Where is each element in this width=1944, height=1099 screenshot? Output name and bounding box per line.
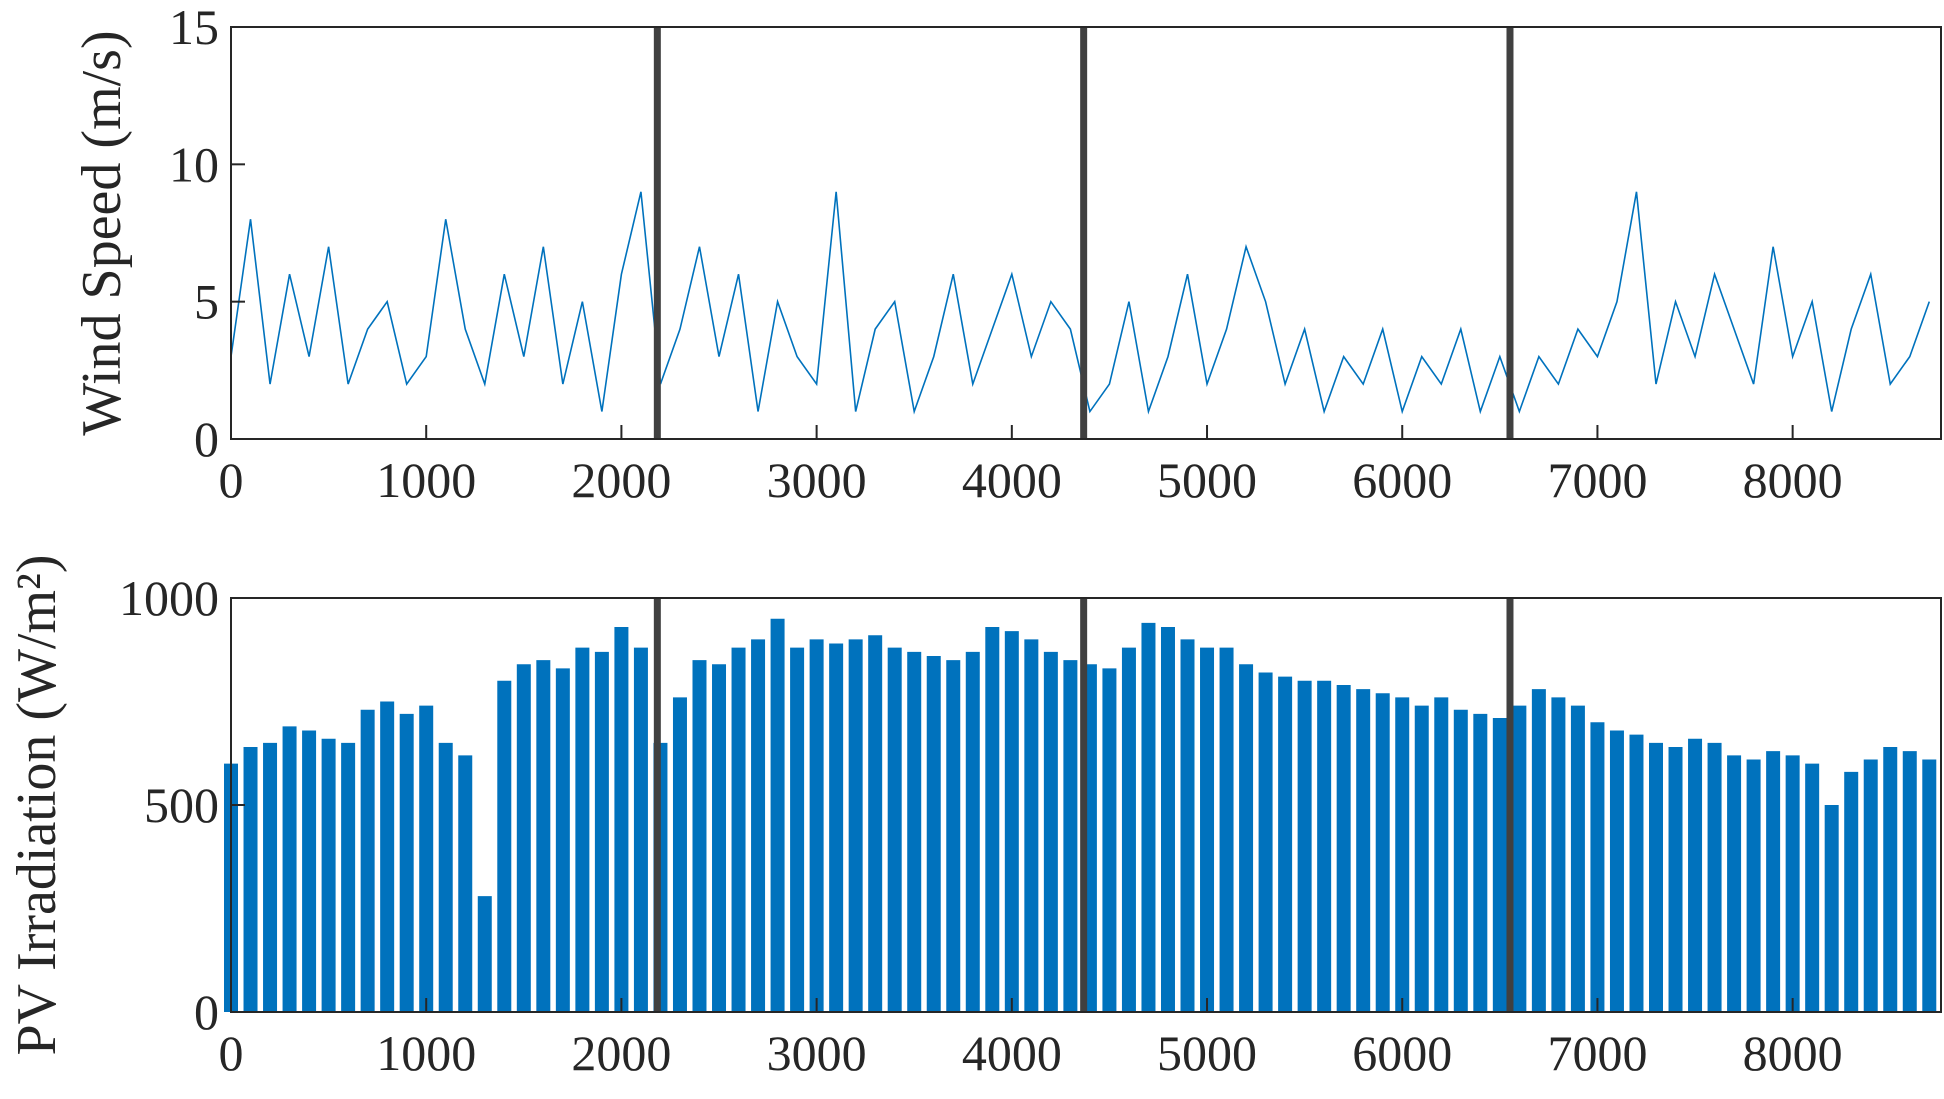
x-tick-label: 2000 — [571, 1025, 671, 1081]
x-tick-label: 1000 — [376, 452, 476, 508]
x-tick-label: 6000 — [1352, 452, 1452, 508]
y-tick-label: 0 — [194, 411, 219, 467]
x-tick-label: 4000 — [962, 1025, 1062, 1081]
x-tick-label: 4000 — [962, 452, 1062, 508]
y-tick-label: 0 — [194, 984, 219, 1040]
x-tick-label: 7000 — [1547, 452, 1647, 508]
y-tick-label: 15 — [169, 0, 219, 55]
x-tick-label: 1000 — [376, 1025, 476, 1081]
x-tick-label: 7000 — [1547, 1025, 1647, 1081]
y-tick-label: 10 — [169, 136, 219, 192]
y-tick-label: 5 — [194, 274, 219, 330]
x-tick-label: 0 — [219, 1025, 244, 1081]
x-tick-label: 3000 — [767, 452, 867, 508]
x-tick-label: 0 — [219, 452, 244, 508]
x-tick-label: 8000 — [1743, 452, 1843, 508]
x-tick-label: 2000 — [571, 452, 671, 508]
x-tick-label: 5000 — [1157, 452, 1257, 508]
y-axis-label: Wind Speed (m/s) — [71, 30, 133, 435]
x-tick-label: 8000 — [1743, 1025, 1843, 1081]
y-tick-label: 1000 — [119, 570, 219, 626]
x-tick-label: 6000 — [1352, 1025, 1452, 1081]
x-tick-label: 5000 — [1157, 1025, 1257, 1081]
wind-line — [230, 191, 1931, 415]
y-axis-label: PV Irradiation (W/m²) — [6, 555, 68, 1056]
x-tick-label: 3000 — [767, 1025, 867, 1081]
y-tick-label: 500 — [144, 777, 219, 833]
axes-box — [230, 26, 1942, 440]
